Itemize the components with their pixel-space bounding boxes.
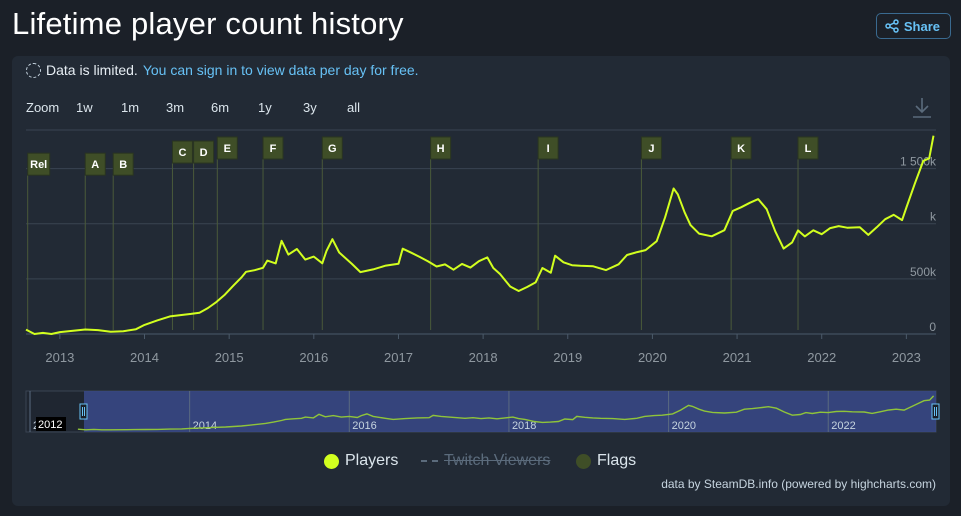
flag-box (321, 136, 343, 160)
navigator-start-label: 2012 (38, 419, 62, 431)
navigator-2012-label-bg (36, 417, 66, 431)
flag-box (216, 136, 238, 160)
data-limited-notice: Data is limited. You can sign in to view… (26, 62, 419, 78)
flags-legend-dot (576, 453, 591, 469)
legend-flags[interactable]: Flags (576, 452, 636, 470)
flag-box (27, 152, 51, 176)
navigator-tick-label: 2020 (672, 420, 696, 432)
navigator-tick-label: 2016 (352, 420, 376, 432)
y-tick-label: 0 (929, 320, 936, 334)
flag-label: G (328, 143, 337, 155)
zoom-6m-button[interactable]: 6m (211, 100, 230, 115)
download-icon[interactable] (910, 96, 934, 120)
legend-twitch-viewers[interactable]: Twitch Viewers (421, 452, 550, 470)
share-icon (885, 19, 899, 33)
sign-in-link[interactable]: You can sign in to view data per day for… (142, 62, 419, 78)
flag-box (730, 136, 752, 160)
flag-label: L (805, 143, 812, 155)
x-tick-label: 2020 (638, 350, 667, 365)
y-tick-label: 1 500k (900, 155, 937, 169)
navigator-tick-label: 2022 (831, 420, 855, 432)
flag-label: C (178, 147, 186, 159)
x-tick-label: 2021 (723, 350, 752, 365)
limited-icon (26, 62, 41, 78)
flag-label: K (737, 143, 745, 155)
x-tick-label: 2016 (299, 350, 328, 365)
legend-flags-label: Flags (597, 452, 637, 469)
flag-box (84, 152, 106, 176)
flag-label: I (547, 143, 550, 155)
flag-label: H (437, 143, 445, 155)
flag-box (537, 136, 559, 160)
flag-box (262, 136, 284, 160)
legend-twitch-label: Twitch Viewers (444, 452, 551, 469)
x-tick-label: 2017 (384, 350, 413, 365)
navigator-tick-label: 2018 (512, 420, 536, 432)
players-legend-dot (324, 453, 339, 469)
x-tick-label: 2022 (807, 350, 836, 365)
flag-label: E (224, 143, 231, 155)
flag-box (797, 136, 819, 160)
y-tick-label: 500k (910, 265, 937, 279)
navigator-selection (84, 391, 936, 432)
flag-box (171, 140, 193, 164)
x-tick-label: 2014 (130, 350, 159, 365)
flag-box (430, 136, 452, 160)
twitch-legend-dash (421, 460, 438, 462)
players-series-line (25, 135, 935, 335)
credit-text: data by SteamDB.info (powered by highcha… (661, 477, 936, 491)
flag-label: J (648, 143, 654, 155)
x-tick-label: 2019 (553, 350, 582, 365)
share-button[interactable]: Share (875, 13, 951, 39)
zoom-3m-button[interactable]: 3m (166, 100, 185, 115)
share-label: Share (903, 18, 940, 34)
page-title: Lifetime player count history (12, 6, 404, 41)
x-tick-label: 2018 (469, 350, 498, 365)
zoom-bar: Zoom (26, 100, 59, 115)
flag-label: Rel (30, 159, 47, 171)
y-tick-label: k (930, 210, 937, 224)
flag-box (112, 152, 134, 176)
zoom-1y-button[interactable]: 1y (258, 100, 272, 115)
x-tick-label: 2013 (45, 350, 74, 365)
flag-box (640, 136, 662, 160)
flag-label: B (119, 159, 127, 171)
zoom-3y-button[interactable]: 3y (303, 100, 317, 115)
zoom-label: Zoom (26, 100, 60, 115)
flag-label: D (200, 147, 208, 159)
flag-label: A (91, 159, 99, 171)
notice-text: Data is limited. (46, 62, 138, 78)
x-tick-label: 2023 (892, 350, 921, 365)
legend: Players Twitch Viewers Flags (0, 452, 961, 470)
zoom-all-button[interactable]: all (347, 100, 361, 115)
navigator-handle (79, 403, 88, 420)
navigator-series-line (77, 395, 935, 431)
zoom-1w-button[interactable]: 1w (76, 100, 93, 115)
flag-label: F (270, 143, 277, 155)
navigator-tick-label: 2014 (193, 420, 217, 432)
navigator-handle (931, 403, 940, 420)
x-tick-label: 2015 (215, 350, 244, 365)
legend-players[interactable]: Players (324, 452, 398, 470)
legend-players-label: Players (345, 452, 399, 469)
flag-box (193, 140, 215, 164)
zoom-1m-button[interactable]: 1m (121, 100, 140, 115)
